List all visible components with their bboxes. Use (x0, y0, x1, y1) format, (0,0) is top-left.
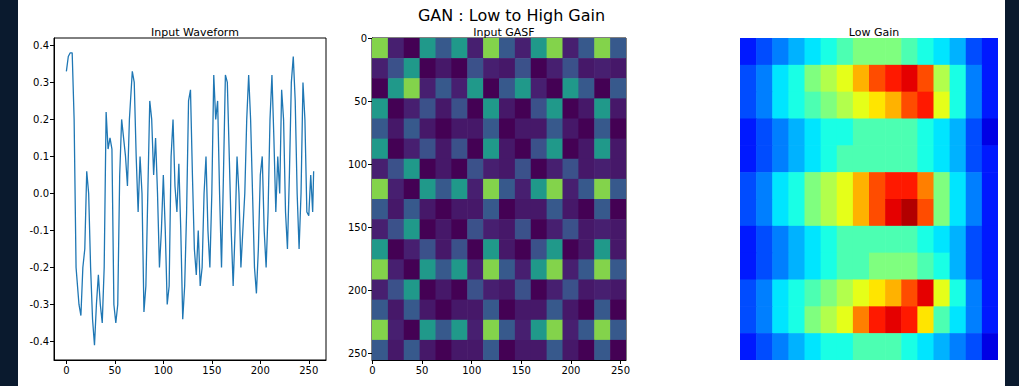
svg-text:Low Gain: Low Gain (849, 26, 899, 39)
svg-text:-0.1: -0.1 (29, 225, 49, 236)
svg-text:200: 200 (251, 365, 270, 376)
svg-text:-0.4: -0.4 (29, 336, 49, 347)
svg-text:200: 200 (561, 365, 580, 376)
svg-text:50: 50 (416, 365, 429, 376)
svg-text:250: 250 (611, 365, 630, 376)
svg-text:100: 100 (154, 365, 173, 376)
svg-text:0: 0 (361, 33, 367, 44)
svg-text:-0.3: -0.3 (29, 299, 49, 310)
svg-text:Input Waveform: Input Waveform (151, 26, 239, 39)
svg-text:GAN : Low to High Gain: GAN : Low to High Gain (418, 6, 605, 25)
svg-text:0.2: 0.2 (33, 114, 49, 125)
svg-text:150: 150 (512, 365, 531, 376)
svg-text:0.0: 0.0 (33, 188, 49, 199)
svg-text:200: 200 (348, 285, 367, 296)
svg-text:0.1: 0.1 (33, 151, 49, 162)
svg-text:250: 250 (348, 348, 367, 359)
svg-text:-0.2: -0.2 (29, 262, 49, 273)
svg-text:50: 50 (108, 365, 121, 376)
svg-text:0.4: 0.4 (33, 40, 49, 51)
svg-text:150: 150 (202, 365, 221, 376)
svg-text:150: 150 (348, 222, 367, 233)
svg-text:0: 0 (63, 365, 69, 376)
svg-text:250: 250 (299, 365, 318, 376)
svg-text:0: 0 (369, 365, 375, 376)
svg-text:0.3: 0.3 (33, 77, 49, 88)
svg-text:100: 100 (348, 159, 367, 170)
svg-text:Input GASF: Input GASF (473, 26, 534, 39)
svg-text:50: 50 (354, 96, 367, 107)
svg-text:100: 100 (462, 365, 481, 376)
